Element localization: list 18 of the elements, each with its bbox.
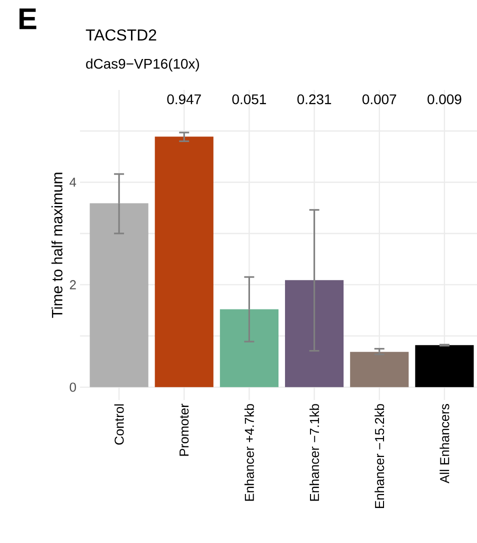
- y-tick-label: 4: [70, 178, 76, 187]
- x-tick-label: Promoter: [180, 404, 189, 456]
- annotation: 0.009: [428, 94, 462, 104]
- chart-title: TACSTD2: [86, 29, 156, 41]
- y-tick-label: 0: [70, 382, 76, 392]
- x-tick-label: Enhancer +4.7kb: [244, 404, 254, 501]
- annotation: 0.231: [297, 94, 332, 104]
- annotation: 0.007: [362, 94, 396, 104]
- y-axis-title: Time to half maximum: [51, 172, 62, 318]
- annotation: 0.947: [167, 94, 201, 104]
- x-tick-label: Enhancer −15.2kb: [374, 404, 384, 508]
- y-tick-label: 2: [70, 280, 76, 290]
- x-tick-label: Control: [114, 404, 124, 445]
- annotation: 0.051: [232, 94, 266, 104]
- chart-subtitle: dCas9−VP16(10x): [86, 58, 199, 72]
- x-tick-label: All Enhancers: [440, 404, 450, 484]
- x-tick-label: Enhancer −7.1kb: [310, 404, 320, 501]
- text: E: [20, 8, 36, 30]
